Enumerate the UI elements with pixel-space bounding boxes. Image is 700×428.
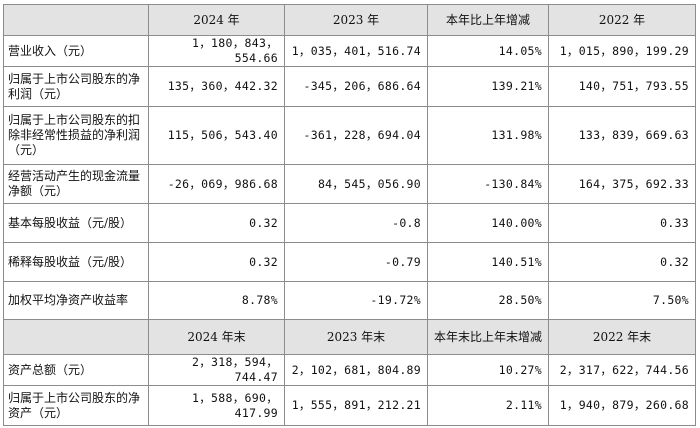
table-cell: 8.78% <box>148 281 285 320</box>
table-cell: 140.51% <box>427 242 549 282</box>
row-label: 基本每股收益（元/股） <box>3 203 149 243</box>
table-cell: 2.11% <box>427 385 549 426</box>
table-cell: 7.50% <box>548 281 696 320</box>
table-row: 资产总额（元） 2，318，594，744.47 2，102，681，804.8… <box>3 354 696 386</box>
table-cell: 133，839，669.63 <box>548 106 696 165</box>
table-cell: 139.21% <box>427 66 549 107</box>
header-cell <box>3 319 149 355</box>
row-label: 资产总额（元） <box>3 354 149 386</box>
table-row: 归属于上市公司股东的净资产（元） 1，588，690，417.99 1，555，… <box>3 385 696 426</box>
row-label: 经营活动产生的现金流量净额（元） <box>3 164 149 204</box>
table-cell: 1，180，843，554.66 <box>148 35 285 67</box>
table-cell: 28.50% <box>427 281 549 320</box>
table-cell: 1，015，890，199.29 <box>548 35 696 67</box>
header-cell: 2022 年 <box>548 4 696 36</box>
table-cell: 2，102，681，804.89 <box>284 354 428 386</box>
row-label: 加权平均净资产收益率 <box>3 281 149 320</box>
row-label: 归属于上市公司股东的净利润（元） <box>3 66 149 107</box>
header-cell <box>3 4 149 36</box>
table-row: 稀释每股收益（元/股） 0.32 -0.79 140.51% 0.32 <box>3 242 696 282</box>
table-row: 营业收入（元） 1，180，843，554.66 1，035，401，516.7… <box>3 35 696 67</box>
header-cell: 2024 年 <box>148 4 285 36</box>
table-cell: 14.05% <box>427 35 549 67</box>
table-cell: 135，360，442.32 <box>148 66 285 107</box>
table-cell: 115，506，543.40 <box>148 106 285 165</box>
header-cell: 2024 年末 <box>148 319 285 355</box>
table-cell: 1，555，891，212.21 <box>284 385 428 426</box>
table-cell: -0.79 <box>284 242 428 282</box>
table-cell: 1，588，690，417.99 <box>148 385 285 426</box>
table-cell: -361，228，694.04 <box>284 106 428 165</box>
table-cell: 0.32 <box>548 242 696 282</box>
table-cell: -0.8 <box>284 203 428 243</box>
table-header-row: 2024 年 2023 年 本年比上年增减 2022 年 <box>3 4 696 36</box>
table-cell: 164，375，692.33 <box>548 164 696 204</box>
row-label: 营业收入（元） <box>3 35 149 67</box>
table-row: 经营活动产生的现金流量净额（元） -26，069，986.68 84，545，0… <box>3 164 696 204</box>
row-label: 稀释每股收益（元/股） <box>3 242 149 282</box>
header-cell: 本年末比上年末增减 <box>427 319 549 355</box>
table-cell: 10.27% <box>427 354 549 386</box>
table-cell: 0.32 <box>148 203 285 243</box>
table-cell: 0.33 <box>548 203 696 243</box>
table-cell: 2，318，594，744.47 <box>148 354 285 386</box>
table-cell: 2，317，622，744.56 <box>548 354 696 386</box>
table-cell: -345，206，686.64 <box>284 66 428 107</box>
header-cell: 2023 年 <box>284 4 428 36</box>
table-cell: 84，545，056.90 <box>284 164 428 204</box>
table-row: 加权平均净资产收益率 8.78% -19.72% 28.50% 7.50% <box>3 281 696 320</box>
row-label: 归属于上市公司股东的净资产（元） <box>3 385 149 426</box>
table-cell: 140，751，793.55 <box>548 66 696 107</box>
table-cell: 1，035，401，516.74 <box>284 35 428 67</box>
key-financial-data-table: 2024 年 2023 年 本年比上年增减 2022 年 营业收入（元） 1，1… <box>3 4 696 426</box>
table-cell: -19.72% <box>284 281 428 320</box>
table-row: 基本每股收益（元/股） 0.32 -0.8 140.00% 0.33 <box>3 203 696 243</box>
table-cell: -26，069，986.68 <box>148 164 285 204</box>
header-cell: 2023 年末 <box>284 319 428 355</box>
table-cell: 131.98% <box>427 106 549 165</box>
header-cell: 2022 年末 <box>548 319 696 355</box>
table-row: 归属于上市公司股东的扣除非经常性损益的净利润（元） 115，506，543.40… <box>3 106 696 165</box>
table-header-row: 2024 年末 2023 年末 本年末比上年末增减 2022 年末 <box>3 319 696 355</box>
header-cell: 本年比上年增减 <box>427 4 549 36</box>
table-cell: -130.84% <box>427 164 549 204</box>
table-cell: 140.00% <box>427 203 549 243</box>
table-cell: 0.32 <box>148 242 285 282</box>
row-label: 归属于上市公司股东的扣除非经常性损益的净利润（元） <box>3 106 149 165</box>
table-cell: 1，940，879，260.68 <box>548 385 696 426</box>
table-row: 归属于上市公司股东的净利润（元） 135，360，442.32 -345，206… <box>3 66 696 107</box>
